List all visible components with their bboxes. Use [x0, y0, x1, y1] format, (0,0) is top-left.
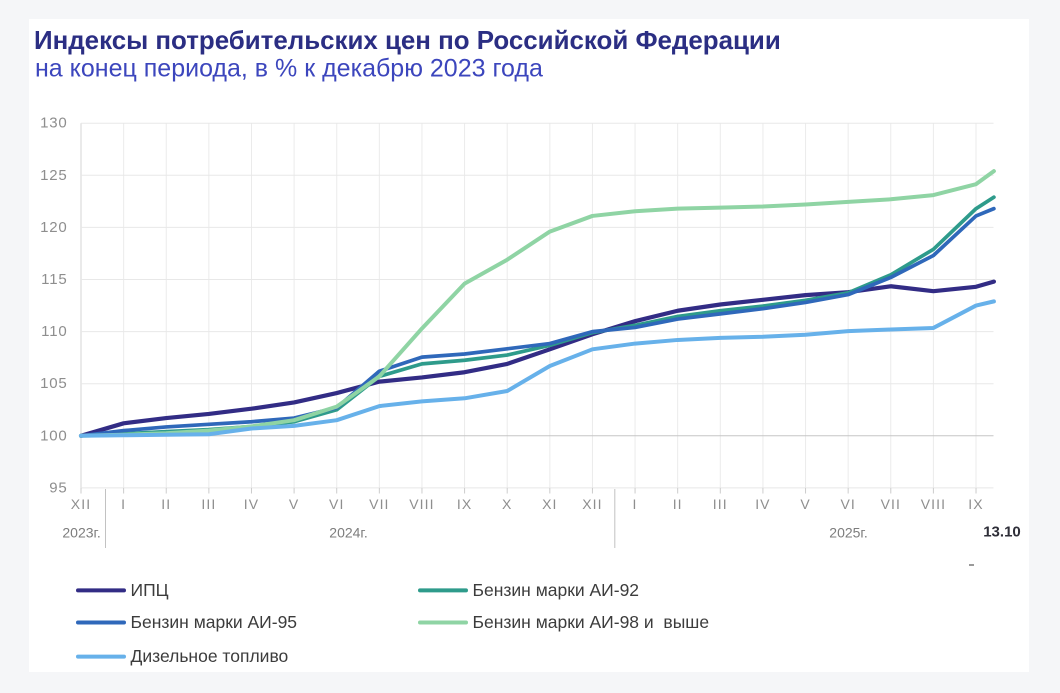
- svg-text:VI: VI: [329, 496, 344, 512]
- svg-text:125: 125: [40, 167, 67, 184]
- svg-text:I: I: [121, 496, 126, 512]
- svg-text:IV: IV: [244, 496, 259, 512]
- svg-text:III: III: [713, 496, 728, 512]
- svg-text:X: X: [502, 496, 512, 512]
- svg-text:VI: VI: [840, 496, 855, 512]
- svg-text:2024г.: 2024г.: [329, 525, 367, 541]
- svg-text:2025г.: 2025г.: [829, 525, 867, 541]
- svg-text:VII: VII: [369, 496, 389, 512]
- svg-text:Индексы потребительских цен по: Индексы потребительских цен по Российско…: [34, 27, 781, 55]
- svg-text:ИПЦ: ИПЦ: [131, 580, 169, 600]
- svg-text:VIII: VIII: [409, 496, 434, 512]
- svg-text:2023г.: 2023г.: [62, 525, 100, 541]
- svg-text:VII: VII: [881, 496, 901, 512]
- svg-text:Дизельное топливо: Дизельное топливо: [131, 646, 289, 666]
- svg-text:V: V: [289, 496, 299, 512]
- svg-text:Бензин марки АИ-92: Бензин марки АИ-92: [473, 580, 640, 600]
- svg-text:Бензин марки АИ-95: Бензин марки АИ-95: [131, 612, 298, 632]
- svg-text:120: 120: [40, 219, 67, 236]
- svg-text:I: I: [633, 496, 638, 512]
- svg-text:XII: XII: [71, 496, 91, 512]
- svg-text:95: 95: [49, 479, 67, 496]
- svg-text:XI: XI: [542, 496, 557, 512]
- svg-text:105: 105: [40, 375, 67, 392]
- svg-text:II: II: [673, 496, 683, 512]
- svg-text:IX: IX: [457, 496, 472, 512]
- svg-text:115: 115: [41, 271, 67, 288]
- svg-text:IX: IX: [968, 496, 983, 512]
- svg-text:V: V: [800, 496, 810, 512]
- svg-text:на конец периода, в % к декабр: на конец периода, в % к декабрю 2023 год…: [35, 55, 543, 83]
- svg-text:Бензин марки АИ-98 и выше: Бензин марки АИ-98 и выше: [473, 612, 710, 632]
- svg-text:III: III: [201, 496, 216, 512]
- svg-text:VIII: VIII: [921, 496, 946, 512]
- svg-text:130: 130: [40, 115, 67, 132]
- svg-text:IV: IV: [755, 496, 770, 512]
- svg-text:13.10: 13.10: [983, 524, 1021, 541]
- svg-text:100: 100: [40, 427, 67, 444]
- svg-text:II: II: [161, 496, 171, 512]
- svg-text:110: 110: [41, 323, 67, 340]
- svg-text:XII: XII: [582, 496, 602, 512]
